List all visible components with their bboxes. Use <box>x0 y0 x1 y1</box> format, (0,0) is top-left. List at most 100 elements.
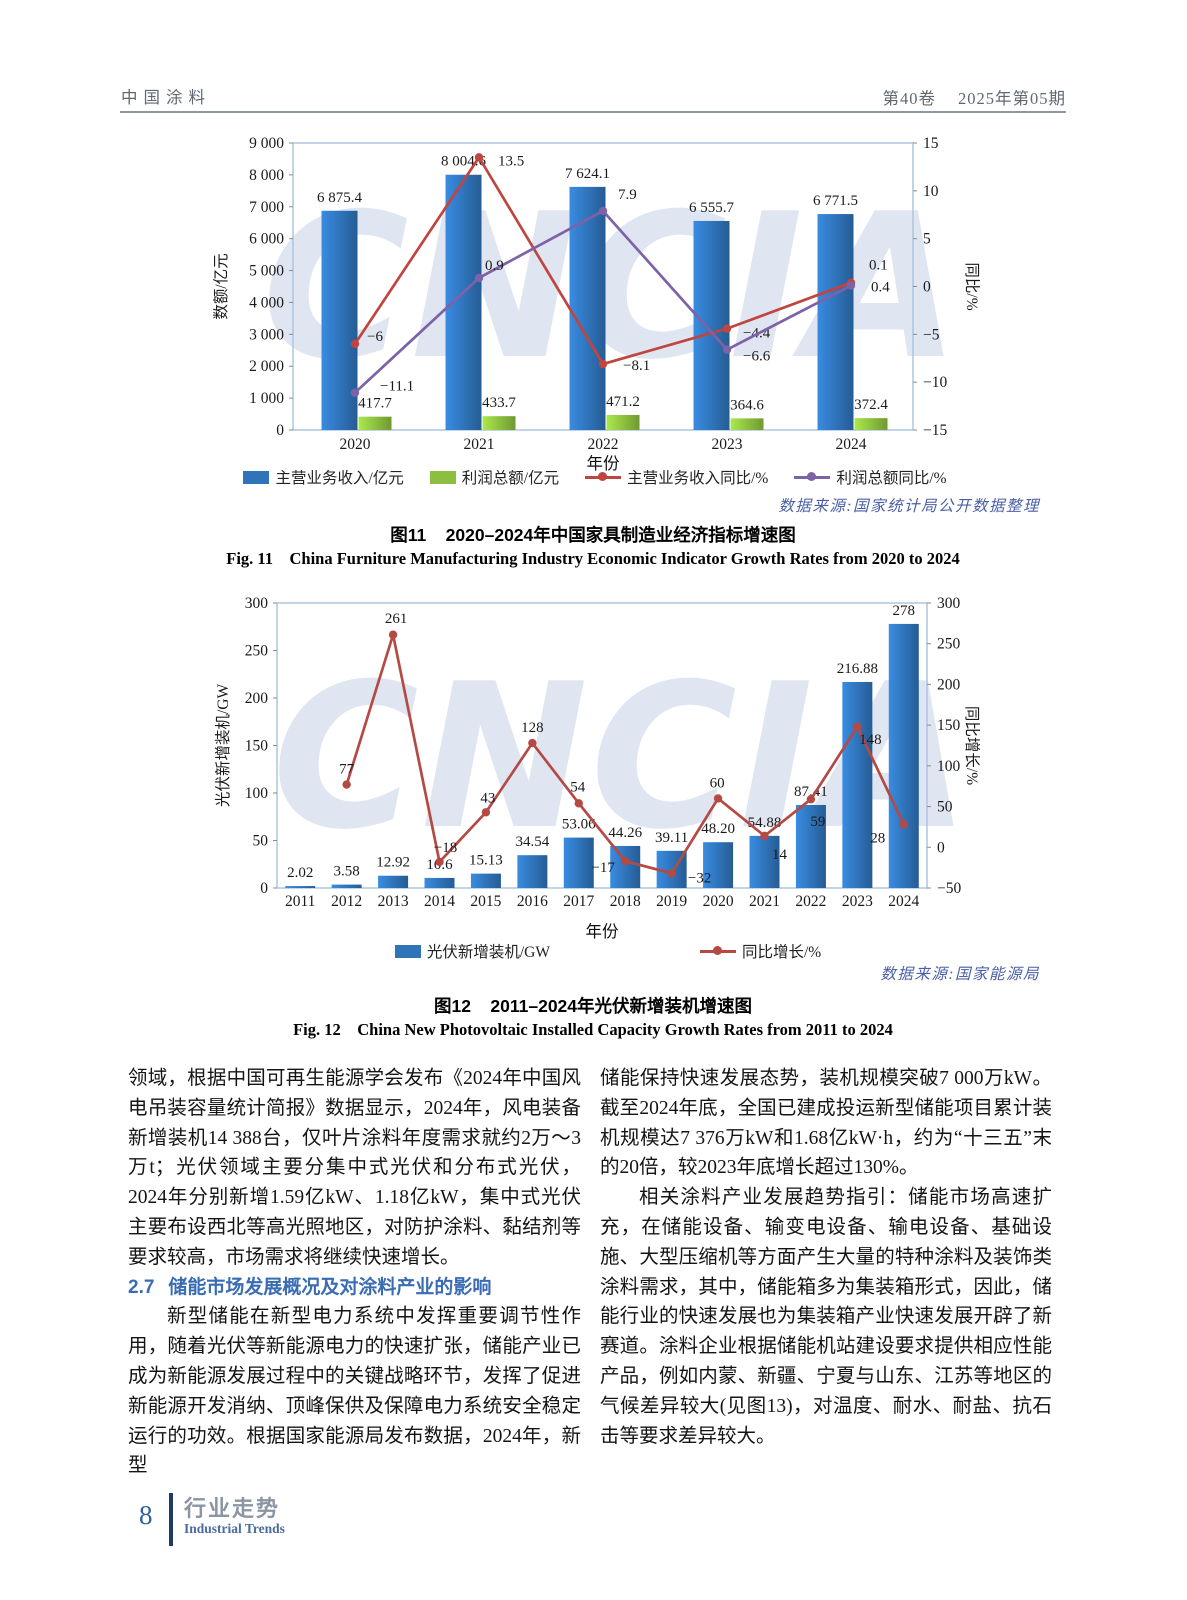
svg-text:128: 128 <box>521 720 544 736</box>
svg-text:5 000: 5 000 <box>249 263 284 280</box>
figure11-x-axis-title: 年份 <box>586 454 620 473</box>
profit-growth-line-swatch <box>794 472 831 481</box>
svg-text:150: 150 <box>937 717 961 734</box>
paragraph: 新型储能在新型电力系统中发挥重要调节性作用，随着光伏等新能源电力的快速扩张，储能… <box>128 1306 581 1477</box>
x-tick-labels: 2020 2021 2022 2023 2024 <box>340 436 867 453</box>
left-axis-title: 光伏新增装机/GW <box>214 684 232 808</box>
bar-series-0: 6 875.48 004.67 624.16 555.7 6 771.5 <box>317 154 858 430</box>
figure12-x-axis-title: 年份 <box>585 922 619 941</box>
svg-text:0.1: 0.1 <box>869 258 888 274</box>
svg-text:50: 50 <box>937 799 953 816</box>
svg-text:−5: −5 <box>923 326 940 343</box>
svg-text:0: 0 <box>923 279 931 296</box>
svg-text:0: 0 <box>276 422 284 439</box>
figure11-legend: 主营业务收入/亿元 利润总额/亿元 主营业务收入同比/% 利润总额同比/% <box>180 466 1010 488</box>
revenue-bar-swatch <box>243 470 270 484</box>
svg-text:−32: −32 <box>688 870 711 886</box>
svg-text:15.13: 15.13 <box>469 853 503 869</box>
svg-text:54: 54 <box>570 779 586 795</box>
bar-series-0: 2.023.5812.9210.615.1334.5453.0644.2639.… <box>285 603 919 888</box>
figure12-chart: 0 50 100 150 200 250 300 −50 0 50 100 150 200 250 300 光… <box>214 595 981 910</box>
figure12-caption-zh: 图12 2011–2024年光伏新增装机增速图 <box>433 996 753 1016</box>
svg-text:278: 278 <box>893 603 916 619</box>
line-series-3: −11.1 0.9 7.9 −6.6 0.1 <box>350 187 888 397</box>
svg-text:−17: −17 <box>591 860 615 876</box>
svg-text:2012: 2012 <box>331 893 362 910</box>
svg-text:34.54: 34.54 <box>515 834 549 850</box>
volume-issue: 第40卷 2025年第05期 <box>600 85 1066 109</box>
body-column-right: 储能保持快速发展态势，装机规模突破7 000万kW。截至2024年底，全国已建成… <box>600 1064 1052 1451</box>
svg-text:250: 250 <box>937 636 961 653</box>
body-column-left: 领域，根据中国可再生能源学会发布《2024年中国风电吊装容量统计简报》数据显示，… <box>128 1064 581 1481</box>
svg-text:9 000: 9 000 <box>249 135 284 152</box>
legend-item: 主营业务收入/亿元 <box>243 466 404 488</box>
footer-divider-bar <box>169 1493 173 1546</box>
svg-text:471.2: 471.2 <box>606 394 640 410</box>
svg-text:0: 0 <box>937 839 945 856</box>
legend-item: 光伏新增装机/GW <box>394 940 550 962</box>
figure11-data-source: 数据来源:国家统计局公开数据整理 <box>778 498 1040 515</box>
svg-text:2015: 2015 <box>470 893 501 910</box>
svg-text:28: 28 <box>870 830 885 846</box>
legend-item: 主营业务收入同比/% <box>585 466 768 488</box>
svg-text:2022: 2022 <box>588 436 619 453</box>
footer-column-en: Industrial Trends <box>184 1521 285 1536</box>
figure11-chart: 0 1 000 2 000 3 000 4 000 5 000 6 000 7 000 8 00… <box>212 135 981 453</box>
paragraph: 储能保持快速发展态势，装机规模突破7 000万kW。截至2024年底，全国已建成… <box>600 1068 1052 1179</box>
legend-item: 同比增长/% <box>699 940 822 962</box>
svg-text:60: 60 <box>710 775 725 791</box>
figure12-data-source: 数据来源:国家能源局 <box>880 966 1040 983</box>
svg-text:2021: 2021 <box>749 893 780 910</box>
pv-bar-swatch <box>394 944 421 958</box>
svg-text:2023: 2023 <box>712 436 743 453</box>
page-number: 8 <box>139 1500 153 1530</box>
svg-text:433.7: 433.7 <box>482 395 516 411</box>
svg-text:2024: 2024 <box>888 893 919 910</box>
svg-text:364.6: 364.6 <box>730 397 764 413</box>
paragraph: 相关涂料产业发展趋势指引：储能市场高速扩充，在储能设备、输变电设备、输电设备、基… <box>600 1187 1052 1447</box>
svg-text:15: 15 <box>923 135 939 152</box>
yoy-growth-line-swatch <box>699 946 736 955</box>
svg-text:2.02: 2.02 <box>287 865 313 881</box>
svg-text:3 000: 3 000 <box>249 326 284 343</box>
section-title: 储能市场发展概况及对涂料产业的影响 <box>168 1276 492 1298</box>
svg-text:300: 300 <box>245 595 269 612</box>
svg-text:2017: 2017 <box>563 893 594 910</box>
svg-text:−6.6: −6.6 <box>743 349 771 365</box>
svg-text:2011: 2011 <box>285 893 315 910</box>
svg-text:−10: −10 <box>923 374 947 391</box>
svg-text:50: 50 <box>253 833 269 850</box>
svg-text:2013: 2013 <box>378 893 409 910</box>
svg-text:48.20: 48.20 <box>701 821 735 837</box>
svg-text:2021: 2021 <box>464 436 495 453</box>
svg-text:−18: −18 <box>434 840 457 856</box>
legend-item: 利润总额同比/% <box>794 466 947 488</box>
svg-text:2024: 2024 <box>836 436 867 453</box>
bar-series-1: 417.7 433.7 471.2 364.6 372.4 <box>358 394 888 430</box>
svg-text:2020: 2020 <box>703 893 734 910</box>
svg-text:4 000: 4 000 <box>249 294 284 311</box>
svg-text:6 555.7: 6 555.7 <box>689 200 735 216</box>
volume-label: 第40卷 <box>882 89 936 108</box>
svg-text:261: 261 <box>385 611 408 627</box>
svg-text:54.88: 54.88 <box>748 815 782 831</box>
legend-label: 同比增长/% <box>741 944 822 961</box>
svg-text:−6: −6 <box>367 329 383 345</box>
figure12-caption-en: Fig. 12 China New Photovoltaic Installed… <box>293 1020 893 1039</box>
svg-text:7 000: 7 000 <box>249 199 284 216</box>
svg-text:417.7: 417.7 <box>358 396 392 412</box>
svg-text:150: 150 <box>245 738 269 755</box>
svg-text:−15: −15 <box>923 422 947 439</box>
left-axis-title: 数额/亿元 <box>212 253 230 319</box>
svg-text:44.26: 44.26 <box>608 825 642 841</box>
figure12-legend: 光伏新增装机/GW 同比增长/% <box>180 940 1036 962</box>
legend-label: 主营业务收入/亿元 <box>275 470 404 487</box>
svg-text:200: 200 <box>245 690 269 707</box>
svg-text:0.9: 0.9 <box>485 258 504 274</box>
figure11-caption-en: Fig. 11 China Furniture Manufacturing In… <box>226 549 960 568</box>
svg-text:7.9: 7.9 <box>618 187 637 203</box>
svg-text:2014: 2014 <box>424 893 455 910</box>
header-rule <box>120 111 1066 113</box>
svg-text:6 000: 6 000 <box>249 231 284 248</box>
